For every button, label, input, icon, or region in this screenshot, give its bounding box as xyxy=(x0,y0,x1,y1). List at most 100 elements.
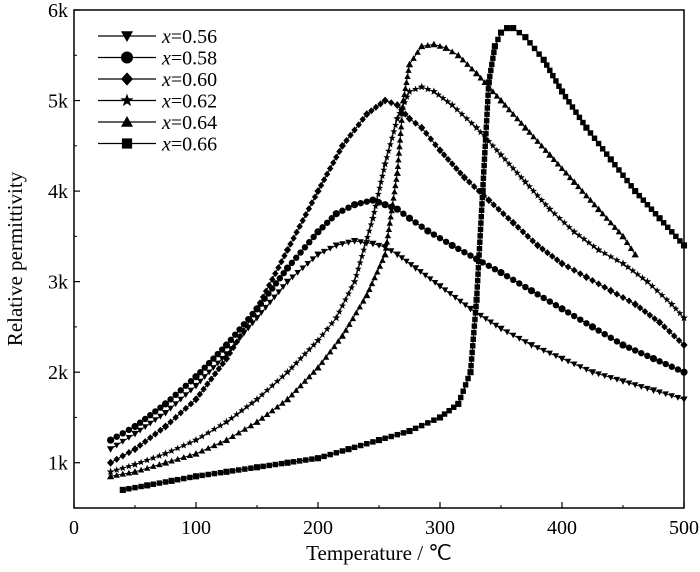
curve-marker xyxy=(168,447,176,454)
curve-marker xyxy=(613,376,621,383)
curve-marker xyxy=(607,334,614,341)
curve-marker xyxy=(479,201,485,207)
curve-marker xyxy=(558,356,566,362)
curve-marker xyxy=(619,259,627,267)
curve-marker xyxy=(218,356,226,362)
curve-marker xyxy=(607,253,615,260)
curve-marker xyxy=(304,261,311,267)
curve-marker xyxy=(177,396,184,403)
curve-marker xyxy=(595,280,602,288)
curve-marker xyxy=(253,418,261,425)
legend-label: x=0.56 xyxy=(161,26,217,48)
curve-marker xyxy=(577,270,584,278)
curve-marker xyxy=(373,196,381,204)
curve-marker xyxy=(333,210,340,217)
curve-marker xyxy=(477,312,484,319)
curve-marker xyxy=(505,160,513,167)
curve-marker xyxy=(317,181,325,189)
curve-marker xyxy=(423,129,430,137)
curve-marker xyxy=(562,169,570,176)
curve-marker xyxy=(400,97,407,104)
curve-marker xyxy=(382,245,390,251)
curve-marker xyxy=(193,473,199,480)
curve-marker xyxy=(601,330,608,338)
curve-marker xyxy=(228,414,236,422)
curve-marker xyxy=(455,52,462,58)
curve-marker xyxy=(579,187,586,194)
curve-marker xyxy=(473,124,481,131)
curve-marker xyxy=(232,331,239,338)
legend-label-var: x xyxy=(161,112,171,134)
curve-marker xyxy=(436,234,444,242)
curve-marker xyxy=(156,461,163,468)
curve-marker xyxy=(624,177,630,184)
curve-marker xyxy=(619,378,627,385)
legend-item: x=0.58 xyxy=(98,48,217,70)
curve-marker xyxy=(388,134,396,141)
curve-marker xyxy=(381,201,389,208)
curve-marker xyxy=(544,62,550,68)
legend-label-value: =0.66 xyxy=(171,134,217,156)
curve-marker xyxy=(481,162,487,169)
curve-marker xyxy=(275,289,282,296)
curve-marker xyxy=(646,311,653,319)
curve-marker xyxy=(447,291,454,297)
curve-marker xyxy=(457,169,464,177)
curve-marker xyxy=(390,194,397,201)
curve-marker xyxy=(589,277,596,284)
curve-marker xyxy=(601,283,608,291)
curve-marker xyxy=(226,349,234,357)
legend-label-var: x xyxy=(161,26,171,48)
curve-marker xyxy=(467,369,474,375)
curve-marker xyxy=(338,302,346,309)
curve-marker xyxy=(401,91,408,98)
curve-marker xyxy=(182,392,189,398)
curve-marker xyxy=(284,279,291,285)
curve-marker xyxy=(311,193,319,201)
curve-marker xyxy=(162,400,169,408)
curve-marker xyxy=(211,370,219,378)
curve-marker xyxy=(599,146,606,152)
curve-marker xyxy=(485,137,493,145)
curve-marker xyxy=(336,148,343,155)
curve-marker xyxy=(319,331,327,338)
curve-marker xyxy=(595,246,603,253)
curve-marker xyxy=(192,383,200,389)
curve-marker xyxy=(503,329,511,336)
curve-marker xyxy=(432,141,439,149)
curve-marker xyxy=(550,72,556,79)
curve-marker xyxy=(653,287,661,294)
curve-marker xyxy=(363,233,371,241)
legend-label-var: x xyxy=(161,48,171,70)
curve-marker xyxy=(489,61,495,68)
curve-marker xyxy=(339,241,346,248)
curve-marker xyxy=(546,350,553,357)
curve-marker xyxy=(297,382,304,389)
curve-marker xyxy=(493,92,501,99)
legend-label: x=0.66 xyxy=(161,134,217,156)
curve-marker xyxy=(308,199,316,207)
curve-marker xyxy=(405,67,412,73)
curve-marker xyxy=(380,166,388,173)
legend-item: x=0.64 xyxy=(98,112,217,134)
curve-marker xyxy=(430,41,438,47)
curve-marker xyxy=(481,156,488,162)
curve-marker xyxy=(268,382,276,389)
curve-marker xyxy=(272,280,280,287)
curve-marker xyxy=(290,459,297,465)
curve-marker xyxy=(619,233,627,239)
curve-marker xyxy=(680,341,688,349)
curve-marker xyxy=(538,196,546,204)
curve-marker xyxy=(351,126,358,134)
curve-marker xyxy=(125,426,133,434)
curve-marker xyxy=(269,407,276,414)
curve-marker xyxy=(138,483,144,490)
curve-marker xyxy=(223,341,230,349)
curve-marker xyxy=(524,232,531,240)
curve-marker xyxy=(187,378,195,385)
curve-marker xyxy=(668,393,675,399)
curve-marker xyxy=(458,110,466,118)
curve-marker xyxy=(168,478,175,484)
curve-marker xyxy=(309,256,317,263)
legend-marker xyxy=(121,31,133,42)
